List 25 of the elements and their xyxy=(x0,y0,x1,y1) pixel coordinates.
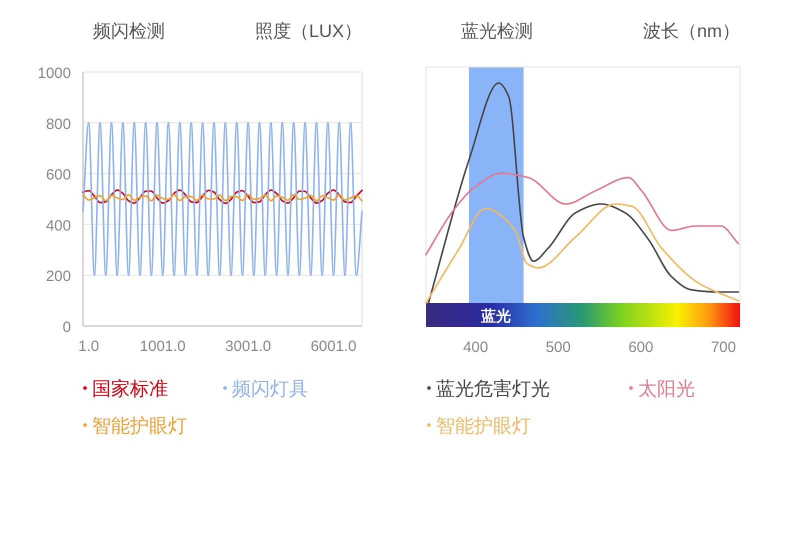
legend-label: 蓝光危害灯光 xyxy=(436,378,550,400)
y-tick-label: 1000 xyxy=(38,65,71,82)
legend-label: 国家标准 xyxy=(92,378,168,400)
chart-title: 频闪检测 xyxy=(93,21,165,41)
x-tick-label: 1.0 xyxy=(78,338,100,355)
band-label: 蓝光 xyxy=(480,308,512,325)
y-tick-label: 800 xyxy=(46,116,71,133)
chart-title: 蓝光检测 xyxy=(461,21,533,41)
legend-label: 太阳光 xyxy=(638,379,695,400)
x-tick-label: 700 xyxy=(710,339,736,356)
x-tick-label: 1001.0 xyxy=(140,338,186,355)
y-axis-title: 照度（LUX） xyxy=(254,21,362,41)
legend-label: 频闪灯具 xyxy=(232,379,308,400)
x-tick-label: 6001.0 xyxy=(310,338,356,355)
legend-label: 智能护眼灯 xyxy=(92,415,187,437)
x-tick-label: 400 xyxy=(463,339,488,356)
x-tick-label: 600 xyxy=(628,339,654,356)
y-tick-label: 400 xyxy=(46,217,71,234)
x-tick-label: 500 xyxy=(546,339,571,356)
y-tick-label: 200 xyxy=(46,268,71,286)
x-axis-title: 波长（nm） xyxy=(642,21,740,41)
y-tick-label: 0 xyxy=(62,319,71,336)
legend-label: 智能护眼灯 xyxy=(436,415,531,437)
y-tick-label: 600 xyxy=(46,166,71,184)
x-tick-label: 3001.0 xyxy=(225,338,272,355)
